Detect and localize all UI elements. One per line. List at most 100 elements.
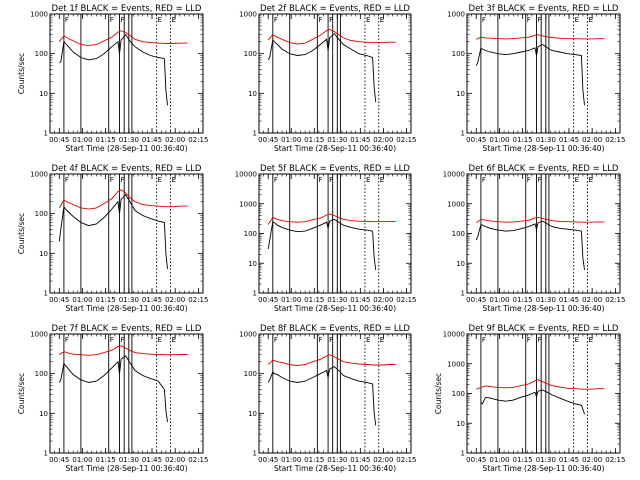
- x-tick-label: 00:45: [258, 136, 278, 144]
- y-tick-label: 1: [44, 450, 48, 458]
- series-events-line: [267, 366, 377, 426]
- y-tick-label: 100: [35, 210, 48, 218]
- flag-label: E: [575, 336, 579, 344]
- flag-label: E: [172, 176, 176, 184]
- x-tick-label: 01:00: [489, 296, 509, 304]
- flag-label: E: [380, 336, 384, 344]
- y-tick-label: 100: [452, 390, 465, 398]
- series-events-line: [475, 220, 585, 270]
- x-tick-label: 01:15: [96, 456, 116, 464]
- y-tick-label: 10: [456, 260, 465, 268]
- y-tick-label: 10: [39, 410, 48, 418]
- x-tick-label: 01:15: [513, 136, 533, 144]
- x-tick-label: 01:15: [304, 296, 324, 304]
- axes-frame: [49, 13, 204, 134]
- flag-label: F: [538, 176, 542, 184]
- flag-label: E: [158, 336, 162, 344]
- flag-label: E: [380, 176, 384, 184]
- flag-label: F: [538, 16, 542, 24]
- series-lld-line: [267, 28, 396, 45]
- series-events-line: [267, 218, 377, 270]
- x-tick-label: 01:30: [536, 136, 556, 144]
- flag-label: E: [172, 336, 176, 344]
- y-tick-label: 10000: [443, 171, 465, 179]
- flag-label: F: [65, 16, 69, 24]
- x-tick-label: 02:00: [373, 456, 393, 464]
- x-tick-label: 01:15: [513, 456, 533, 464]
- series-lld-line: [59, 345, 188, 356]
- x-tick-label: 02:00: [165, 296, 185, 304]
- x-tick-label: 02:15: [188, 456, 208, 464]
- series-lld-line: [58, 189, 188, 210]
- flag-label: E: [380, 16, 384, 24]
- x-axis-label: Start Time (28-Sep-11 00:36:40): [66, 144, 188, 153]
- flag-label: F: [527, 16, 531, 24]
- y-tick-label: 10: [39, 250, 48, 258]
- flag-label: E: [366, 16, 370, 24]
- x-tick-label: 02:00: [373, 136, 393, 144]
- x-tick-label: 01:45: [350, 456, 370, 464]
- flag-label: F: [527, 176, 531, 184]
- panel-5: Det 5f BLACK = Events, RED = LLD 1 10 100 10…: [235, 164, 417, 313]
- y-tick-label: 1: [461, 450, 465, 458]
- flag-label: E: [589, 16, 593, 24]
- x-tick-label: 01:00: [281, 136, 301, 144]
- series-events-line: [58, 193, 168, 270]
- flag-label: F: [318, 336, 322, 344]
- series-lld-line: [267, 213, 396, 225]
- x-tick-label: 01:45: [559, 296, 579, 304]
- axes-frame: [49, 173, 204, 294]
- x-tick-label: 01:45: [559, 456, 579, 464]
- x-tick-label: 01:15: [513, 296, 533, 304]
- flag-label: E: [366, 176, 370, 184]
- x-tick-label: 01:30: [119, 136, 139, 144]
- panel-2: Det 2f BLACK = Events, RED = LLD 1 10 100 10…: [239, 4, 416, 153]
- x-tick-label: 00:45: [49, 456, 69, 464]
- y-tick-label: 1: [461, 290, 465, 298]
- x-tick-label: 01:30: [327, 136, 347, 144]
- panel-title: Det 3f BLACK = Events, RED = LLD: [469, 4, 619, 14]
- x-tick-label: 01:30: [119, 456, 139, 464]
- x-tick-label: 00:45: [258, 296, 278, 304]
- flag-label: F: [121, 176, 125, 184]
- x-tick-label: 02:15: [605, 456, 625, 464]
- y-tick-label: 100: [244, 370, 257, 378]
- x-tick-label: 01:00: [72, 136, 92, 144]
- x-tick-label: 01:15: [304, 456, 324, 464]
- panel-4: Det 4f BLACK = Events, RED = LLD 1 10 100 10…: [17, 164, 208, 313]
- flag-label: E: [158, 176, 162, 184]
- x-tick-label: 00:45: [258, 456, 278, 464]
- y-tick-label: 1000: [447, 360, 465, 368]
- y-tick-label: 1000: [30, 331, 48, 339]
- y-axis-label: Counts/sec: [17, 53, 26, 94]
- flag-label: E: [589, 176, 593, 184]
- x-tick-label: 01:45: [142, 136, 162, 144]
- flag-label: F: [318, 176, 322, 184]
- x-tick-label: 01:30: [327, 296, 347, 304]
- y-tick-label: 100: [35, 370, 48, 378]
- flag-label: F: [110, 16, 114, 24]
- y-axis-label: Counts/sec: [17, 373, 26, 414]
- x-tick-label: 01:15: [96, 136, 116, 144]
- x-axis-label: Start Time (28-Sep-11 00:36:40): [66, 464, 188, 473]
- x-axis-label: Start Time (28-Sep-11 00:36:40): [274, 464, 396, 473]
- x-tick-label: 01:00: [281, 296, 301, 304]
- x-tick-label: 01:45: [142, 296, 162, 304]
- series-events-line: [58, 355, 168, 423]
- y-tick-label: 10: [39, 90, 48, 98]
- y-tick-label: 10: [248, 410, 257, 418]
- x-tick-label: 01:15: [96, 296, 116, 304]
- x-tick-label: 01:45: [350, 296, 370, 304]
- x-tick-label: 02:15: [188, 136, 208, 144]
- y-tick-label: 100: [452, 50, 465, 58]
- x-tick-label: 01:45: [142, 456, 162, 464]
- y-tick-label: 100: [244, 50, 257, 58]
- y-tick-label: 1: [253, 130, 257, 138]
- flag-label: F: [482, 16, 486, 24]
- y-tick-label: 1000: [447, 11, 465, 19]
- x-tick-label: 01:00: [489, 136, 509, 144]
- panel-title: Det 2f BLACK = Events, RED = LLD: [260, 4, 410, 14]
- x-tick-label: 01:30: [536, 296, 556, 304]
- series-events-line: [480, 389, 585, 415]
